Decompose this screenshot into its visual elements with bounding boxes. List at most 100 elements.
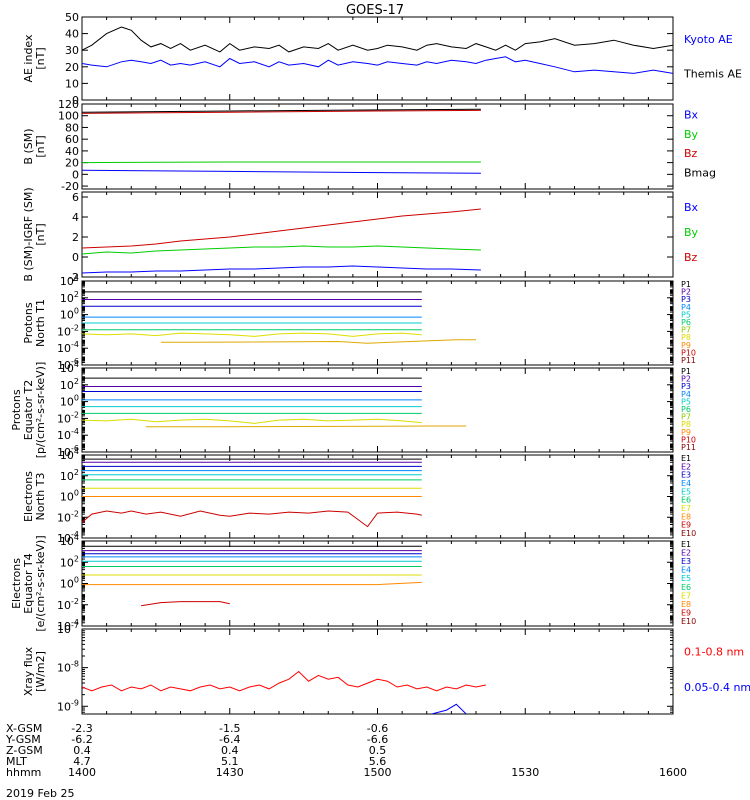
legend-entry: E4 xyxy=(681,479,691,488)
y-axis-label: North T1 xyxy=(34,299,47,347)
legend-entry: 0.1-0.8 nm xyxy=(684,646,744,659)
y-axis-label: Xray flux xyxy=(22,646,35,696)
legend-entry: P11 xyxy=(681,356,696,365)
legend-entry: E6 xyxy=(681,496,691,505)
y-tick-exponent: -2 xyxy=(71,410,79,419)
y-axis-label: Equator T4 xyxy=(22,553,35,613)
legend-entry: P3 xyxy=(681,295,691,304)
ephem-value: -6.4 xyxy=(219,733,240,746)
legend-entry: 0.05-0.4 nm xyxy=(684,681,750,694)
y-tick-label: 20 xyxy=(65,157,79,170)
y-tick-exponent: 4 xyxy=(74,533,79,542)
y-axis-label: North T3 xyxy=(34,473,47,521)
legend-entry: P1 xyxy=(681,280,691,289)
legend-entry: P11 xyxy=(681,443,696,452)
legend-entry: P10 xyxy=(681,435,696,444)
panel-3: -2 0 2 4 6 B (SM)-IGRF (SM) [nT] Bx By Bz xyxy=(22,187,699,284)
y-tick-label: 10 xyxy=(65,77,79,90)
y-tick-exponent: 0 xyxy=(74,489,79,498)
ephem-row-label: hhmm xyxy=(6,766,41,779)
series-line xyxy=(141,601,230,607)
y-axis-label: [p/(cm²-s-sr-keV)] xyxy=(34,362,47,459)
series-line xyxy=(82,108,481,113)
legend-entry: P3 xyxy=(681,382,691,391)
legend-entry: P8 xyxy=(681,420,691,429)
series-line xyxy=(82,510,422,528)
y-tick-exponent: -4 xyxy=(71,530,79,539)
y-tick-exponent: 0 xyxy=(74,307,79,316)
y-tick-exponent: -4 xyxy=(71,427,79,436)
series-line xyxy=(82,109,481,114)
series-line xyxy=(82,265,481,274)
ephem-value: 1500 xyxy=(364,766,392,779)
y-tick-label: 100 xyxy=(58,110,79,123)
y-tick-label: 102 xyxy=(60,290,79,305)
y-tick-exponent: -6 xyxy=(71,444,79,453)
y-tick-exponent: 2 xyxy=(74,468,79,477)
legend-entry: P2 xyxy=(681,375,691,384)
y-tick-exponent: -2 xyxy=(71,323,79,332)
panel-8: 10-9 10-8 10-7 Xray flux [W/m2] 0.1-0.8 nm 0.0… xyxy=(22,621,750,715)
y-tick-exponent: -9 xyxy=(71,698,79,707)
legend-entry: E3 xyxy=(681,471,691,480)
y-axis-label: [nT] xyxy=(34,135,47,157)
y-tick-label: 10-4 xyxy=(57,427,79,442)
y-tick-label: 10-2 xyxy=(57,597,79,612)
y-tick-label: 10-2 xyxy=(57,323,79,338)
y-tick-label: 102 xyxy=(60,554,79,569)
y-tick-exponent: 0 xyxy=(74,394,79,403)
series-line xyxy=(82,161,481,164)
y-tick-label: 40 xyxy=(65,145,79,158)
ephem-value: 0.4 xyxy=(221,744,239,757)
y-tick-label: 0 xyxy=(72,168,79,181)
legend-entry: E5 xyxy=(681,487,691,496)
legend-entry: E7 xyxy=(681,591,691,600)
ephem-value: 0.4 xyxy=(73,744,91,757)
legend-entry: P1 xyxy=(681,367,691,376)
y-tick-exponent: -6 xyxy=(71,357,79,366)
ephem-row-label: Z-GSM xyxy=(6,744,43,757)
legend-entry: E2 xyxy=(681,462,691,471)
y-tick-exponent: 0 xyxy=(74,576,79,585)
y-axis-label: [nT] xyxy=(34,47,47,69)
series-line xyxy=(82,169,481,174)
y-tick-exponent: 4 xyxy=(74,447,79,456)
y-axis-label: [e/(cm²-s-sr-keV)] xyxy=(34,535,47,631)
y-axis-label: Protons xyxy=(22,302,35,343)
y-tick-label: 10-7 xyxy=(57,621,79,636)
legend-entry: P9 xyxy=(681,428,691,437)
ephem-value: 4.7 xyxy=(73,755,91,768)
legend-entry: E9 xyxy=(681,608,691,617)
series-line xyxy=(82,418,422,424)
y-tick-label: 10-9 xyxy=(57,698,79,713)
y-tick-label: 100 xyxy=(60,489,79,504)
legend-entry: E1 xyxy=(681,454,691,463)
ephem-row-label: X-GSM xyxy=(6,722,42,735)
legend-entry: E2 xyxy=(681,549,691,558)
legend-entry: Bx xyxy=(684,108,699,121)
y-tick-exponent: -4 xyxy=(71,618,79,627)
ephem-row-label: Y-GSM xyxy=(5,733,41,746)
y-tick-label: 10-8 xyxy=(57,660,79,675)
series-line xyxy=(82,670,486,692)
series-line xyxy=(160,339,476,344)
panel-frame xyxy=(81,191,674,278)
y-axis-label: Electrons xyxy=(10,558,23,609)
y-tick-label: 104 xyxy=(60,447,79,462)
y-tick-label: 4 xyxy=(72,211,79,224)
y-tick-label: 102 xyxy=(60,377,79,392)
y-tick-label: 104 xyxy=(60,360,79,375)
ephem-value: 1430 xyxy=(216,766,244,779)
legend-entry: E8 xyxy=(681,600,691,609)
legend-entry: Bz xyxy=(684,147,698,160)
legend-entry: E10 xyxy=(681,617,696,626)
series-line xyxy=(146,425,467,428)
y-tick-label: 30 xyxy=(65,44,79,57)
y-tick-label: 10-2 xyxy=(57,509,79,524)
y-tick-label: -2 xyxy=(68,271,79,284)
y-tick-exponent: 2 xyxy=(74,554,79,563)
y-tick-label: 60 xyxy=(65,133,79,146)
